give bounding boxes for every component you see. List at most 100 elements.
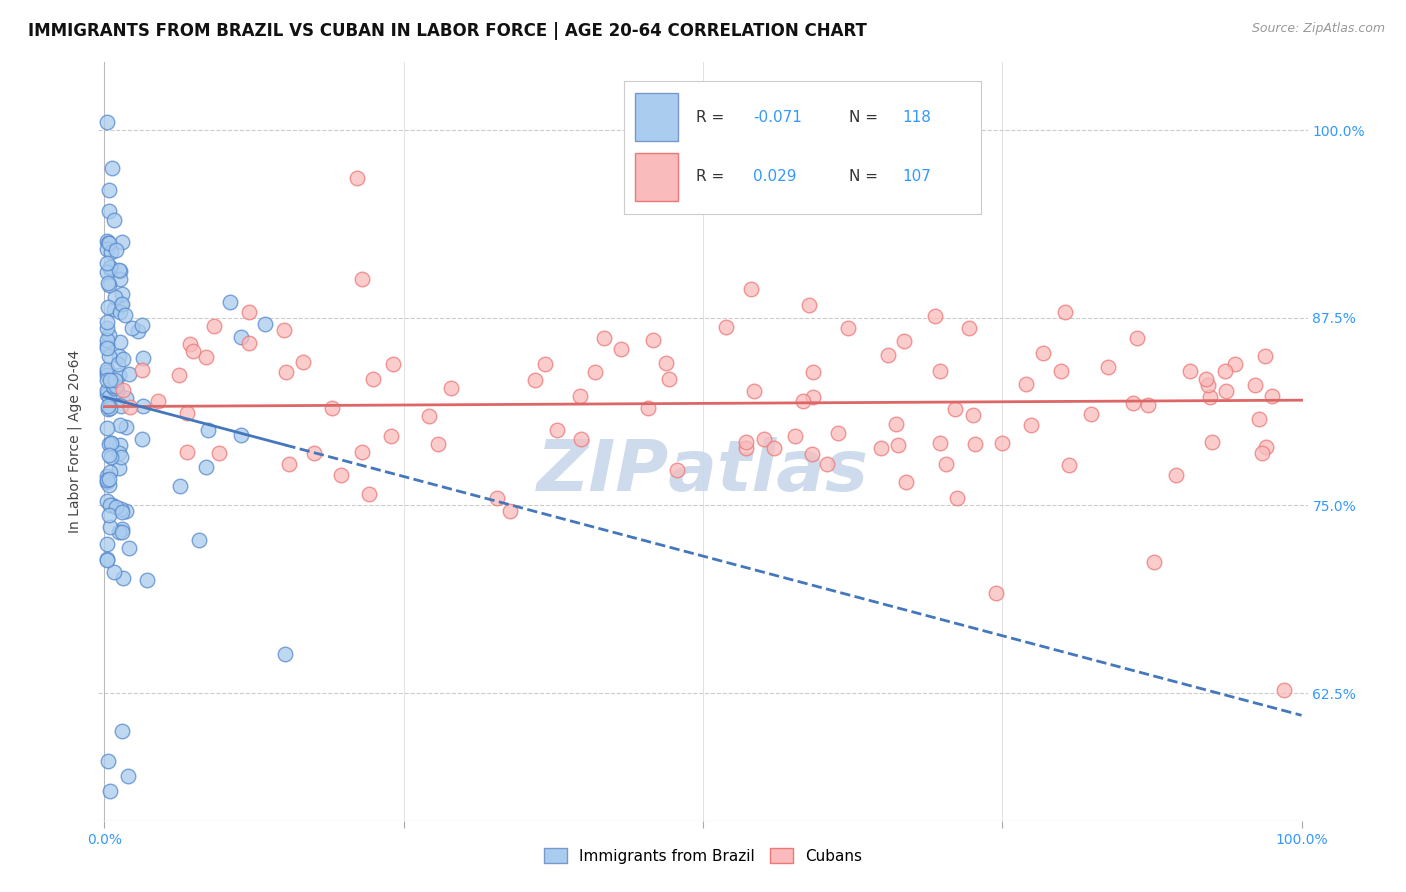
Immigrants from Brazil (97, 399, 120, 413)
Cubans (929, 436, 952, 450)
Legend: Immigrants from Brazil, Cubans: Immigrants from Brazil, Cubans (537, 842, 869, 870)
Cubans (963, 437, 986, 451)
Immigrants from Brazil (103, 566, 125, 580)
Cubans (929, 364, 952, 378)
Cubans (111, 383, 134, 397)
Cubans (655, 356, 678, 370)
Cubans (167, 368, 190, 382)
Cubans (183, 343, 205, 358)
Cubans (118, 400, 141, 414)
Immigrants from Brazil (105, 379, 128, 393)
Immigrants from Brazil (96, 256, 118, 270)
Immigrants from Brazil (98, 235, 121, 250)
Cubans (800, 447, 823, 461)
Immigrants from Brazil (108, 438, 131, 452)
Immigrants from Brazil (131, 351, 153, 365)
Immigrants from Brazil (100, 245, 122, 260)
Immigrants from Brazil (98, 477, 121, 491)
Cubans (637, 401, 659, 415)
Immigrants from Brazil (110, 297, 132, 311)
Immigrants from Brazil (108, 262, 131, 277)
Cubans (273, 323, 295, 337)
Cubans (176, 445, 198, 459)
Cubans (1201, 435, 1223, 450)
Immigrants from Brazil (103, 290, 125, 304)
Immigrants from Brazil (96, 362, 118, 376)
Y-axis label: In Labor Force | Age 20-64: In Labor Force | Age 20-64 (67, 350, 83, 533)
Cubans (278, 457, 301, 471)
Cubans (1032, 346, 1054, 360)
Cubans (894, 475, 917, 490)
Immigrants from Brazil (96, 473, 118, 487)
Cubans (1251, 446, 1274, 460)
Cubans (658, 372, 681, 386)
Immigrants from Brazil (112, 572, 135, 586)
Cubans (957, 321, 980, 335)
Immigrants from Brazil (96, 365, 118, 379)
Immigrants from Brazil (97, 203, 120, 218)
Cubans (569, 389, 592, 403)
Cubans (1223, 357, 1246, 371)
Immigrants from Brazil (105, 500, 128, 514)
Cubans (797, 298, 820, 312)
Cubans (945, 491, 967, 505)
Cubans (803, 390, 825, 404)
Text: 0.0%: 0.0% (87, 832, 122, 847)
Immigrants from Brazil (111, 297, 134, 311)
Immigrants from Brazil (97, 300, 120, 314)
Cubans (176, 406, 198, 420)
Immigrants from Brazil (96, 373, 118, 387)
Cubans (869, 441, 891, 455)
Immigrants from Brazil (100, 260, 122, 275)
Immigrants from Brazil (98, 508, 121, 522)
Cubans (1126, 331, 1149, 345)
Immigrants from Brazil (108, 263, 131, 277)
Cubans (1053, 305, 1076, 319)
Immigrants from Brazil (100, 436, 122, 450)
Immigrants from Brazil (187, 533, 209, 548)
Cubans (884, 417, 907, 431)
Text: IMMIGRANTS FROM BRAZIL VS CUBAN IN LABOR FORCE | AGE 20-64 CORRELATION CHART: IMMIGRANTS FROM BRAZIL VS CUBAN IN LABOR… (28, 22, 868, 40)
Cubans (291, 355, 314, 369)
Cubans (357, 486, 380, 500)
Cubans (361, 371, 384, 385)
Immigrants from Brazil (169, 479, 191, 493)
Immigrants from Brazil (96, 368, 118, 382)
Cubans (714, 320, 737, 334)
Immigrants from Brazil (110, 271, 132, 285)
Immigrants from Brazil (117, 769, 139, 783)
Cubans (427, 437, 450, 451)
Immigrants from Brazil (110, 334, 132, 349)
Cubans (302, 445, 325, 459)
Immigrants from Brazil (100, 783, 122, 797)
Cubans (783, 429, 806, 443)
Cubans (440, 381, 463, 395)
Cubans (583, 365, 606, 379)
Immigrants from Brazil (105, 384, 128, 399)
Text: Source: ZipAtlas.com: Source: ZipAtlas.com (1251, 22, 1385, 36)
Immigrants from Brazil (98, 396, 121, 410)
Immigrants from Brazil (100, 450, 122, 464)
Cubans (742, 384, 765, 398)
Immigrants from Brazil (110, 450, 132, 464)
Immigrants from Brazil (132, 399, 155, 413)
Cubans (1164, 467, 1187, 482)
Cubans (208, 446, 231, 460)
Cubans (1195, 371, 1218, 385)
Immigrants from Brazil (96, 475, 118, 489)
Immigrants from Brazil (96, 341, 118, 355)
Cubans (1014, 377, 1036, 392)
Immigrants from Brazil (96, 537, 118, 551)
Cubans (276, 365, 298, 379)
Immigrants from Brazil (111, 525, 134, 540)
Immigrants from Brazil (107, 368, 129, 383)
Immigrants from Brazil (254, 317, 277, 331)
Cubans (534, 357, 557, 371)
Immigrants from Brazil (108, 445, 131, 459)
Cubans (194, 351, 217, 365)
Immigrants from Brazil (127, 325, 149, 339)
Immigrants from Brazil (229, 428, 252, 442)
Cubans (1059, 458, 1081, 472)
Immigrants from Brazil (108, 350, 131, 364)
Cubans (665, 463, 688, 477)
